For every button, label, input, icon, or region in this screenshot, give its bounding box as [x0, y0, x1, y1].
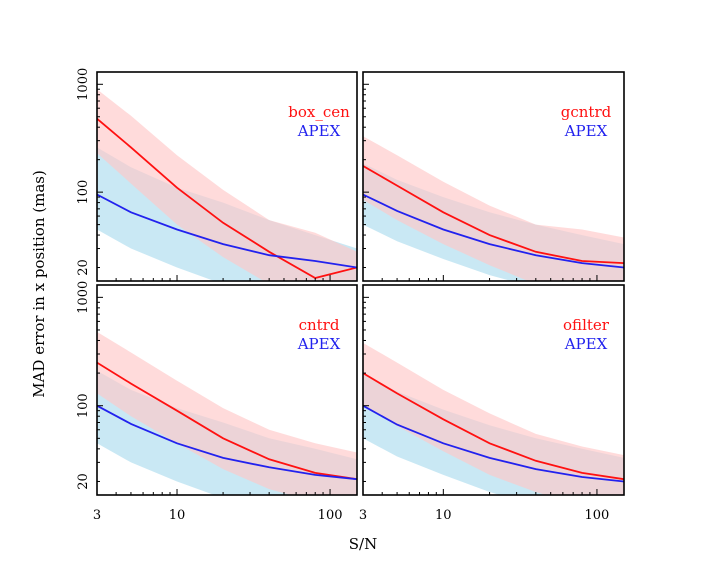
x-tick-label: 100 — [584, 508, 609, 523]
legend-item-apex: APEX — [297, 335, 341, 353]
series-line-method — [363, 165, 624, 264]
legend-item-apex: APEX — [297, 122, 341, 140]
panel-frame — [362, 71, 625, 282]
x-tick-label: 3 — [93, 508, 101, 523]
legend-item-method: cntrd — [299, 316, 340, 334]
legend-item-apex: APEX — [564, 335, 608, 353]
legend-item-apex: APEX — [564, 122, 608, 140]
band-method — [97, 89, 357, 281]
plot-area — [363, 342, 624, 495]
y-tick-label: 20 — [76, 473, 91, 490]
series-line-method — [97, 361, 357, 481]
y-tick-label: 20 — [76, 259, 91, 276]
series-line-method — [363, 372, 624, 481]
y-axis-title: MAD error in x position (mas) — [30, 170, 48, 398]
legend-item-method: gcntrd — [561, 103, 612, 121]
band-method — [363, 136, 624, 281]
band-method — [97, 331, 357, 495]
plot-area — [363, 136, 624, 281]
legend-item-method: ofilter — [563, 316, 610, 334]
x-tick-label: 10 — [435, 508, 452, 523]
band-method — [363, 342, 624, 495]
panel-frame — [96, 284, 358, 496]
x-tick-label: 100 — [318, 508, 343, 523]
legend-item-method: box_cen — [288, 103, 350, 121]
x-tick-label: 10 — [169, 508, 186, 523]
y-tick-label: 100 — [76, 180, 91, 205]
x-axis-title: S/N — [349, 535, 377, 553]
plot-area — [97, 331, 357, 495]
panel-frame — [96, 71, 358, 282]
panels: 201001000box_cenAPEXgcntrdAPEX2010010003… — [76, 68, 625, 523]
series-line-apex — [97, 193, 357, 269]
series-line-apex — [363, 404, 624, 483]
series-line-apex — [363, 193, 624, 269]
y-tick-label: 100 — [76, 393, 91, 418]
x-tick-label: 3 — [359, 508, 367, 523]
panel-frame — [362, 284, 625, 496]
y-tick-label: 1000 — [76, 68, 91, 101]
y-tick-label: 1000 — [76, 281, 91, 314]
series-line-apex — [97, 404, 357, 481]
